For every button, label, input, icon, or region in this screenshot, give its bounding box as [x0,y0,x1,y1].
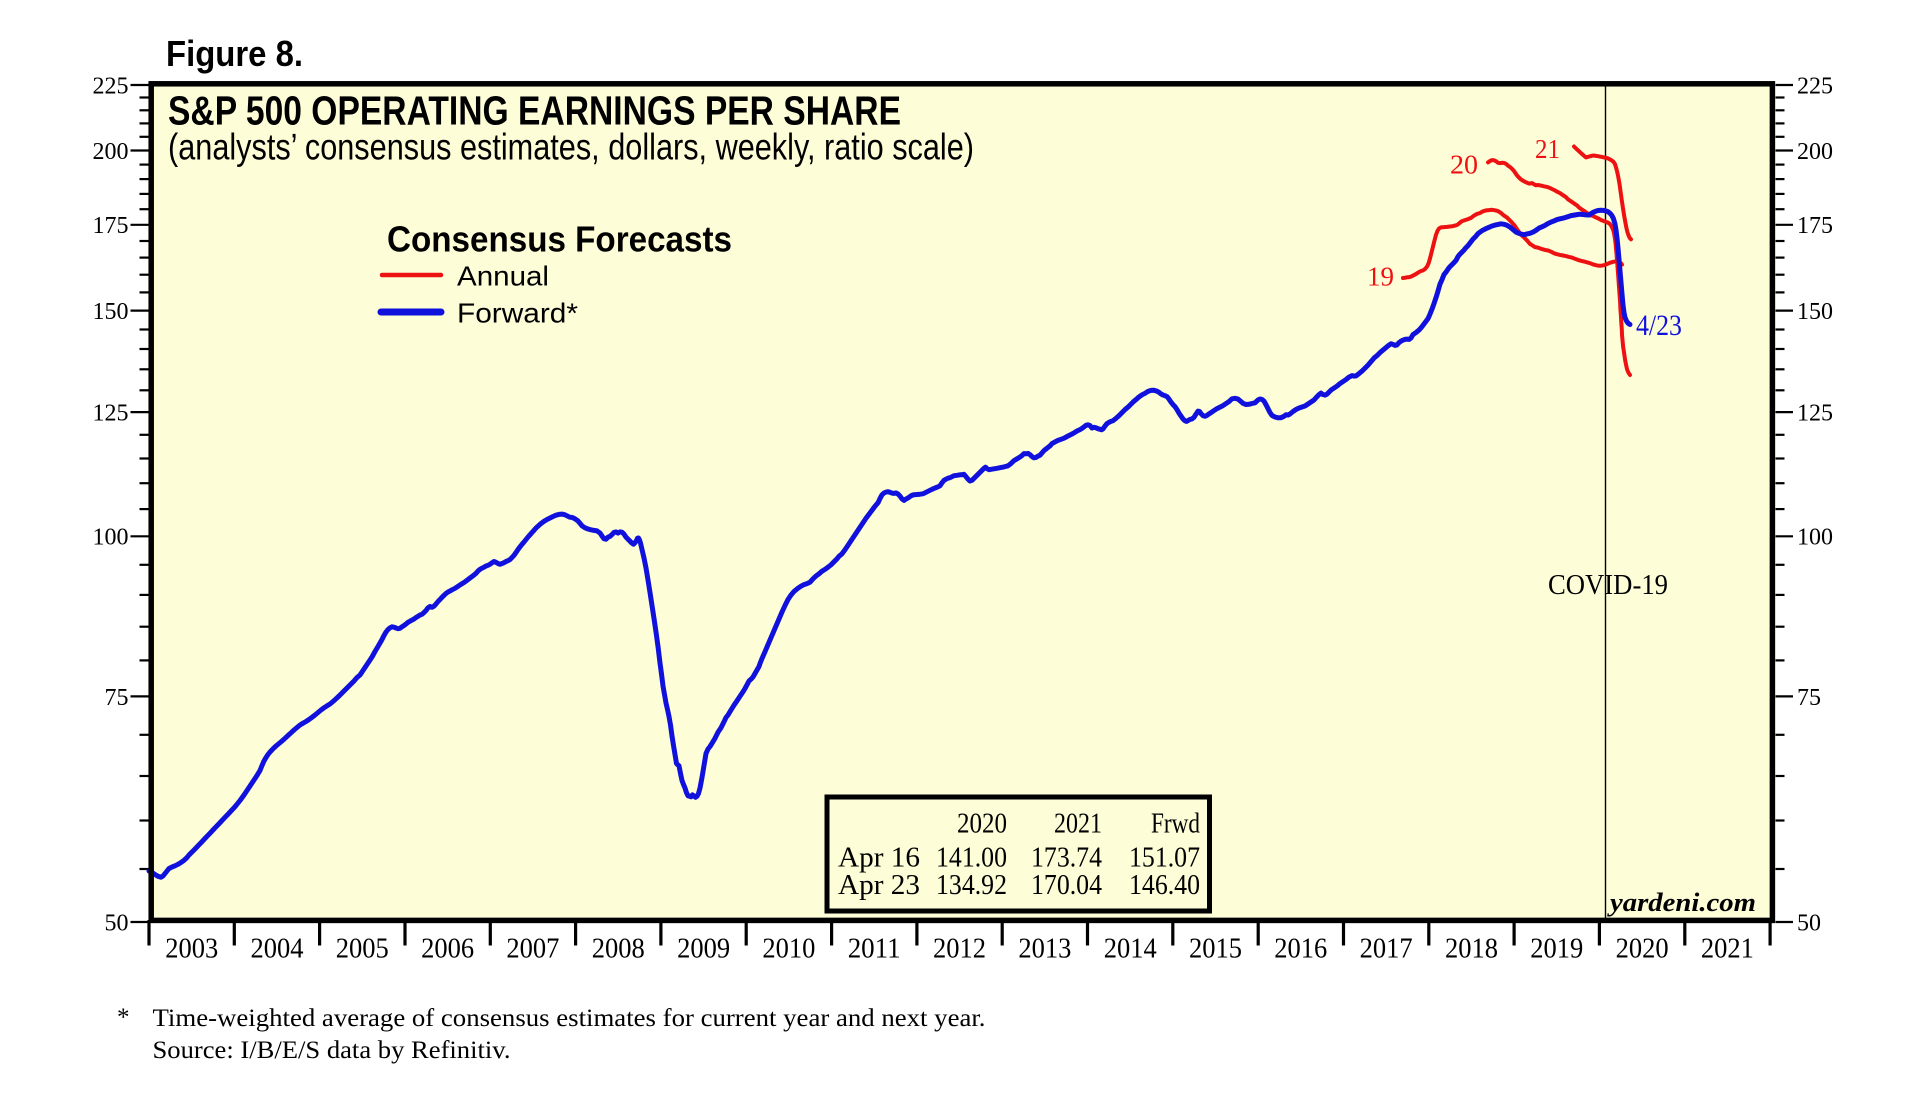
svg-text:200: 200 [1797,139,1833,165]
svg-text:75: 75 [1797,685,1821,711]
svg-text:125: 125 [93,401,129,427]
svg-text:173.74: 173.74 [1031,843,1102,874]
svg-text:2017: 2017 [1360,933,1413,965]
svg-text:2016: 2016 [1274,933,1327,965]
svg-text:COVID-19: COVID-19 [1548,570,1668,601]
svg-text:100: 100 [93,525,129,551]
svg-text:125: 125 [1797,401,1833,427]
svg-text:Apr 16: Apr 16 [838,843,920,874]
svg-text:2021: 2021 [1701,933,1754,965]
svg-text:150: 150 [1797,299,1833,325]
svg-text:141.00: 141.00 [936,843,1007,874]
svg-text:225: 225 [93,73,129,99]
svg-text:Time-weighted average of conse: Time-weighted average of consensus estim… [153,1005,986,1032]
svg-text:2012: 2012 [933,933,986,965]
svg-text:175: 175 [1797,213,1833,239]
svg-text:50: 50 [1797,910,1821,936]
svg-text:2014: 2014 [1104,933,1157,965]
svg-text:2007: 2007 [506,933,559,965]
svg-text:2018: 2018 [1445,933,1498,965]
svg-text:2019: 2019 [1530,933,1583,965]
svg-text:Annual: Annual [457,261,549,292]
svg-text:21: 21 [1535,134,1560,164]
svg-text:2005: 2005 [336,933,389,965]
svg-text:200: 200 [93,139,129,165]
svg-text:20: 20 [1450,150,1478,180]
svg-text:175: 175 [93,213,129,239]
svg-text:134.92: 134.92 [936,870,1007,901]
svg-text:Frwd: Frwd [1151,809,1200,840]
svg-text:2006: 2006 [421,933,474,965]
svg-text:2008: 2008 [592,933,645,965]
svg-text:151.07: 151.07 [1129,843,1200,874]
svg-text:2020: 2020 [1616,933,1669,965]
svg-text:2009: 2009 [677,933,730,965]
svg-text:170.04: 170.04 [1031,870,1102,901]
svg-text:*: * [117,1004,130,1031]
svg-text:100: 100 [1797,525,1833,551]
svg-text:Figure 8.: Figure 8. [166,33,303,74]
svg-text:Forward*: Forward* [457,298,578,329]
svg-text:225: 225 [1797,73,1833,99]
svg-text:4/23: 4/23 [1636,309,1682,342]
svg-text:(analysts’ consensus estimates: (analysts’ consensus estimates, dollars,… [168,127,974,168]
svg-text:yardeni.com: yardeni.com [1607,888,1756,917]
svg-text:2010: 2010 [762,933,815,965]
svg-text:Source: I/B/E/S data by Refini: Source: I/B/E/S data by Refinitiv. [153,1037,511,1064]
svg-text:2013: 2013 [1018,933,1071,965]
svg-text:2020: 2020 [957,809,1007,840]
svg-text:2021: 2021 [1054,809,1102,840]
svg-text:Consensus Forecasts: Consensus Forecasts [387,219,732,260]
svg-text:2011: 2011 [848,933,901,965]
svg-text:S&P 500 OPERATING EARNINGS PER: S&P 500 OPERATING EARNINGS PER SHARE [168,88,901,134]
svg-text:2004: 2004 [251,933,304,965]
svg-text:150: 150 [93,299,129,325]
svg-text:Apr 23: Apr 23 [838,870,920,901]
svg-text:2003: 2003 [165,933,218,965]
svg-text:2015: 2015 [1189,933,1242,965]
svg-text:146.40: 146.40 [1129,870,1200,901]
svg-text:50: 50 [105,910,129,936]
svg-text:75: 75 [105,685,129,711]
svg-text:19: 19 [1367,262,1394,292]
